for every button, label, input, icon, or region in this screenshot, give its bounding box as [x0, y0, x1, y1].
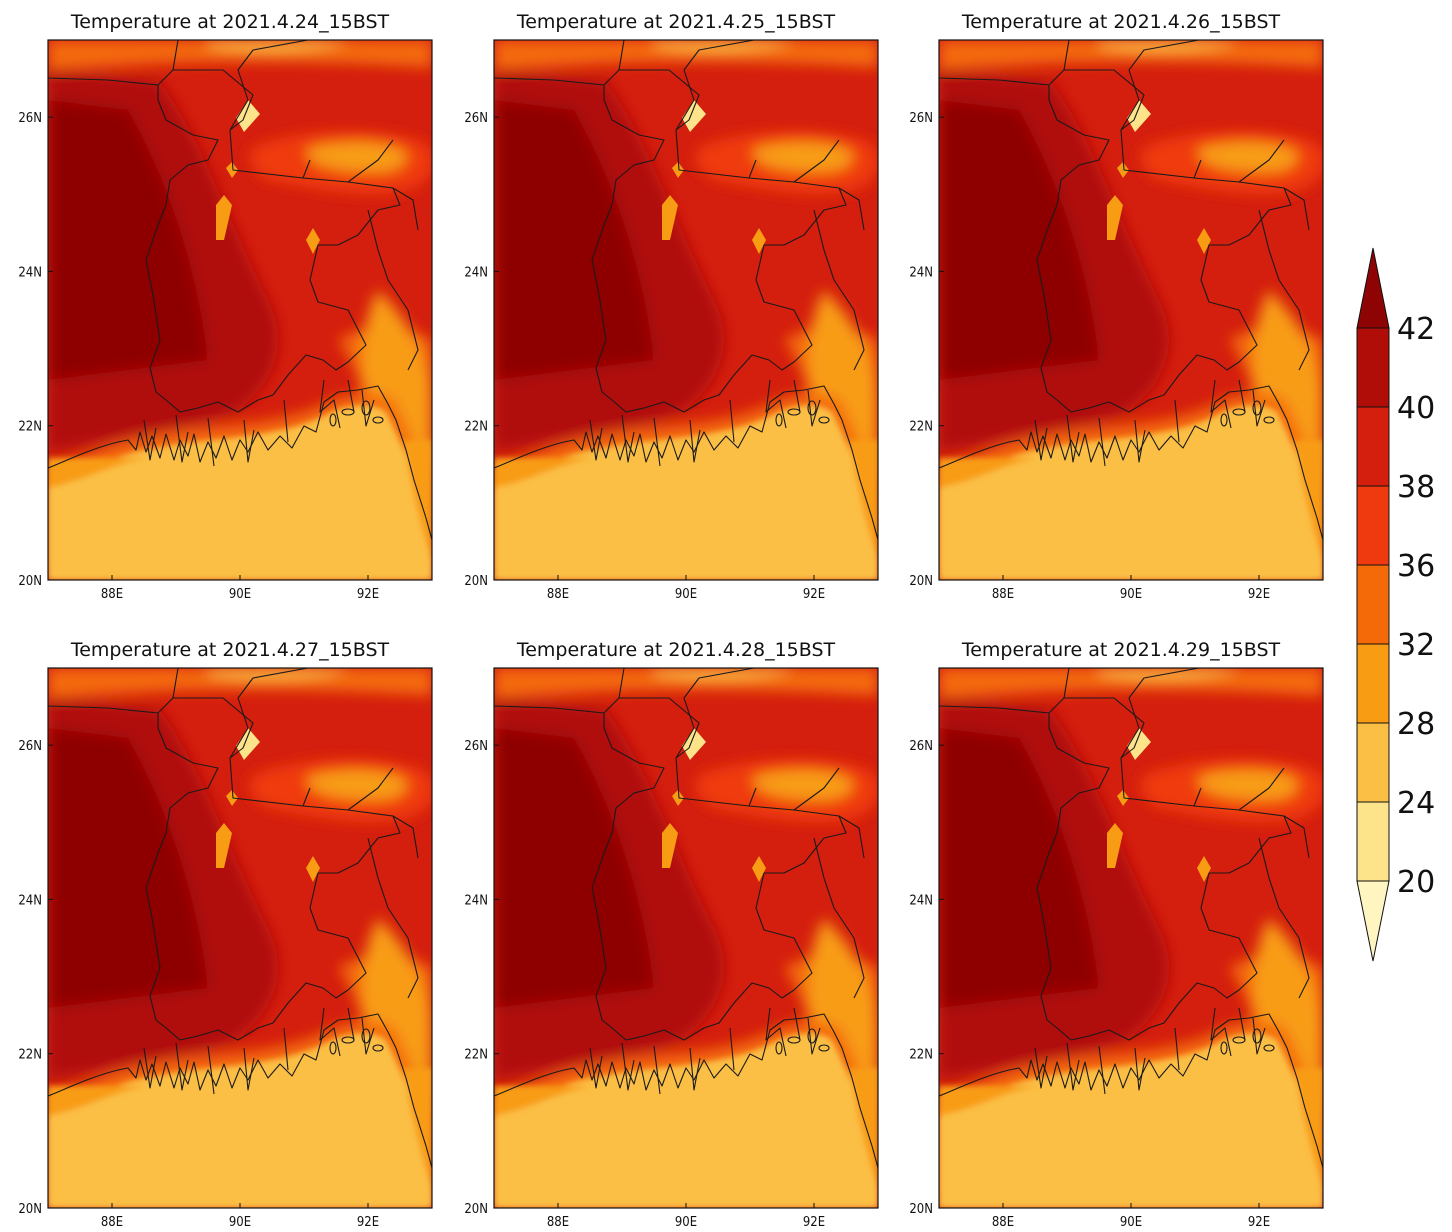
lat-tick-label: 22N	[18, 420, 42, 435]
temperature-field	[494, 668, 878, 1208]
colorbar-label: 32	[1397, 628, 1435, 663]
lon-tick-label: 88E	[547, 1215, 569, 1230]
lat-tick-label: 20N	[909, 1202, 933, 1217]
lon-tick-label: 92E	[357, 1215, 379, 1230]
colorbar-label: 42	[1397, 312, 1435, 347]
lat-tick-label: 26N	[464, 739, 488, 754]
lat-tick-label: 22N	[464, 420, 488, 435]
lat-tick-label: 24N	[464, 893, 488, 908]
lat-tick-label: 22N	[18, 1048, 42, 1063]
coastlines	[48, 40, 432, 541]
lat-tick-label: 24N	[909, 893, 933, 908]
lat-tick-label: 24N	[18, 893, 42, 908]
lon-tick-label: 88E	[101, 587, 123, 602]
colorbar-extend-max	[1356, 247, 1390, 329]
coastlines	[939, 668, 1323, 1169]
lat-tick-label: 26N	[909, 111, 933, 126]
lat-tick-label: 24N	[464, 265, 488, 280]
lat-tick-label: 22N	[909, 1048, 933, 1063]
lat-tick-label: 20N	[18, 1202, 42, 1217]
coastlines	[48, 668, 432, 1169]
map-panels: Temperature at 2021.4.24_15BST 88E 90E 92E 2…	[18, 11, 1324, 1230]
lat-tick-label: 26N	[909, 739, 933, 754]
map-panel: Temperature at 2021.4.25_15BST 88E 90E 92E 2…	[464, 11, 879, 602]
colorbar-label: 36	[1397, 549, 1435, 584]
lat-tick-label: 26N	[464, 111, 488, 126]
lat-tick-label: 20N	[464, 574, 488, 589]
lon-tick-label: 92E	[1248, 1215, 1270, 1230]
colorbar-label: 38	[1397, 470, 1435, 505]
colorbar-label: 20	[1397, 865, 1435, 900]
lon-tick-label: 90E	[1120, 587, 1142, 602]
temperature-field	[939, 40, 1323, 580]
lon-tick-label: 92E	[803, 1215, 825, 1230]
colorbar-label: 40	[1397, 391, 1435, 426]
colorbar-label: 28	[1397, 707, 1435, 742]
lon-tick-label: 88E	[992, 1215, 1014, 1230]
panel-title: Temperature at 2021.4.26_15BST	[961, 11, 1281, 33]
colorbar-segment	[1356, 485, 1390, 566]
colorbar-extend-min	[1356, 880, 1390, 962]
colorbar-segment	[1356, 643, 1390, 724]
temperature-field	[939, 668, 1323, 1208]
lat-tick-label: 24N	[18, 265, 42, 280]
map-panel: Temperature at 2021.4.29_15BST 88E 90E 92E 2…	[909, 639, 1324, 1230]
lat-tick-label: 26N	[18, 111, 42, 126]
lat-tick-label: 20N	[909, 574, 933, 589]
lon-tick-label: 88E	[992, 587, 1014, 602]
lat-tick-label: 20N	[464, 1202, 488, 1217]
lon-tick-label: 90E	[1120, 1215, 1142, 1230]
lon-tick-label: 92E	[357, 587, 379, 602]
panel-title: Temperature at 2021.4.27_15BST	[70, 639, 390, 661]
colorbar: 20 24 28 32 36 38 40 42	[1356, 247, 1435, 962]
temperature-field	[48, 668, 432, 1208]
lat-tick-label: 22N	[464, 1048, 488, 1063]
lat-tick-label: 20N	[18, 574, 42, 589]
lat-tick-label: 24N	[909, 265, 933, 280]
map-panel: Temperature at 2021.4.28_15BST 88E 90E 92E 2…	[464, 639, 879, 1230]
temperature-field	[494, 40, 878, 580]
lon-tick-label: 90E	[675, 1215, 697, 1230]
map-panel: Temperature at 2021.4.26_15BST 88E 90E 92E 2…	[909, 11, 1324, 602]
map-panel: Temperature at 2021.4.24_15BST 88E 90E 92E 2…	[18, 11, 433, 602]
lon-tick-label: 88E	[101, 1215, 123, 1230]
colorbar-segment	[1356, 564, 1390, 645]
panel-title: Temperature at 2021.4.29_15BST	[961, 639, 1281, 661]
colorbar-label: 24	[1397, 786, 1435, 821]
colorbar-segment	[1356, 801, 1390, 882]
panel-title: Temperature at 2021.4.24_15BST	[70, 11, 390, 33]
colorbar-segment	[1356, 406, 1390, 487]
lon-tick-label: 90E	[229, 587, 251, 602]
coastlines	[939, 40, 1323, 541]
lon-tick-label: 90E	[229, 1215, 251, 1230]
lat-tick-label: 22N	[909, 420, 933, 435]
panel-title: Temperature at 2021.4.25_15BST	[516, 11, 836, 33]
map-panel: Temperature at 2021.4.27_15BST 88E 90E 92E 2…	[18, 639, 433, 1230]
lon-tick-label: 92E	[803, 587, 825, 602]
panel-title: Temperature at 2021.4.28_15BST	[516, 639, 836, 661]
coastlines	[494, 40, 878, 541]
colorbar-segment	[1356, 722, 1390, 803]
lat-tick-label: 26N	[18, 739, 42, 754]
colorbar-segment	[1356, 327, 1390, 408]
lon-tick-label: 88E	[547, 587, 569, 602]
temperature-field	[48, 40, 432, 580]
coastlines	[494, 668, 878, 1169]
lon-tick-label: 90E	[675, 587, 697, 602]
lon-tick-label: 92E	[1248, 587, 1270, 602]
